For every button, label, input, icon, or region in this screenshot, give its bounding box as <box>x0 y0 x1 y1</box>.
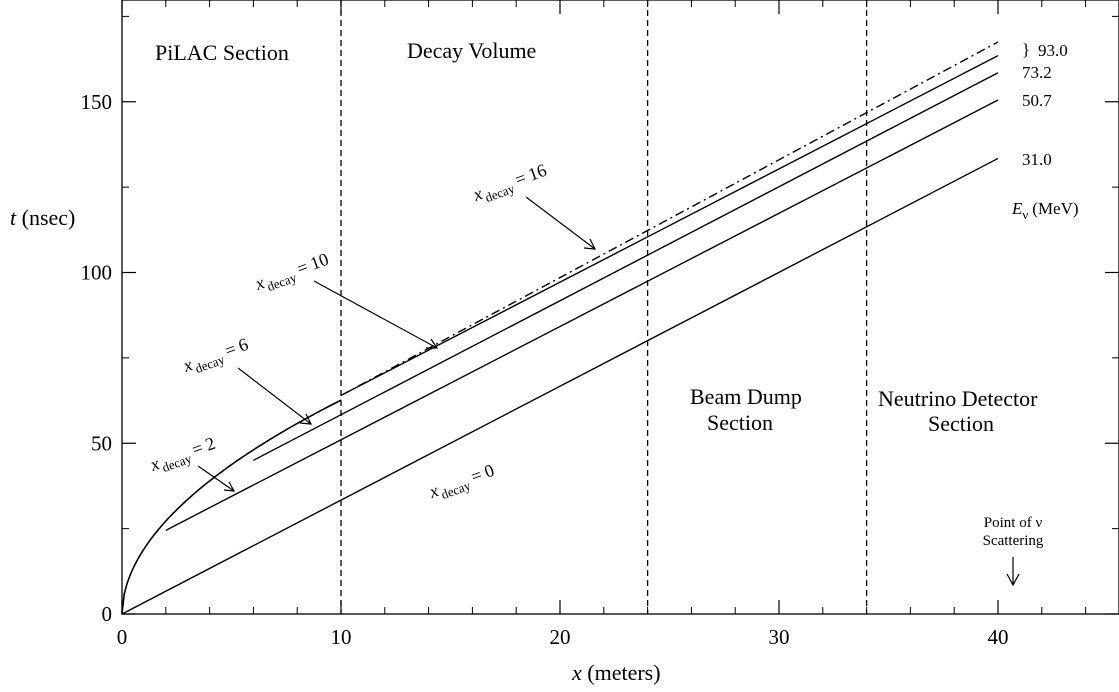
x-tick-label-0: 0 <box>117 625 128 649</box>
trajectory-curves <box>121 41 999 615</box>
x-axis-label: x (meters) <box>571 660 661 685</box>
scatter-arrow-head <box>1006 573 1020 587</box>
svg-text:xdecay=16: xdecay=16 <box>470 160 551 209</box>
pointer-x16-head <box>583 238 597 250</box>
scatter-note-line2: Scattering <box>983 533 1044 549</box>
svg-text:xdecay=10: xdecay=10 <box>252 249 333 298</box>
x-tick-label-40: 40 <box>988 625 1009 649</box>
pointer-x2 <box>197 465 235 492</box>
energy-label-73: 73.2 <box>1022 63 1052 82</box>
y-axis-label: t (nsec) <box>10 205 75 230</box>
curve-label-x0: xdecay=0 <box>426 460 499 506</box>
svg-text:xdecay=2: xdecay=2 <box>147 433 220 479</box>
neutrino-line-xdecay-0 <box>121 157 999 615</box>
neutrino-line-xdecay-6 <box>253 72 999 461</box>
region-label-neutrino-section: Section <box>928 411 994 436</box>
curve-label-x2: xdecay=2 <box>147 433 220 479</box>
energy-brace: } <box>1022 40 1030 59</box>
energy-label-50: 50.7 <box>1022 91 1052 110</box>
pointer-x10-head <box>426 338 439 349</box>
y-tick-label-100: 100 <box>81 261 113 285</box>
plot-frame <box>121 0 1119 615</box>
region-label-decay-volume: Decay Volume <box>407 38 536 63</box>
energy-label-93: 93.0 <box>1038 41 1068 60</box>
neutrino-line-xdecay-10 <box>340 55 999 397</box>
region-label-beam-dump: Beam Dump <box>690 384 802 409</box>
pointer-x10 <box>313 280 438 349</box>
region-label-pilac: PiLAC Section <box>155 40 289 65</box>
y-tick-label-0: 0 <box>102 602 113 626</box>
y-tick-label-150: 150 <box>81 90 113 114</box>
x-tick-label-20: 20 <box>550 625 571 649</box>
curve-label-x16: xdecay=16 <box>470 160 551 209</box>
pointer-x6-head <box>299 413 313 425</box>
axis-ticks <box>121 0 1119 615</box>
region-label-neutrino-detector: Neutrino Detector <box>878 386 1038 411</box>
curve-label-x6: xdecay=6 <box>180 334 253 380</box>
svg-text:xdecay=6: xdecay=6 <box>180 334 253 380</box>
section-boundaries <box>340 0 868 614</box>
neutrino-line-xdecay-16 <box>340 41 999 397</box>
curve-label-x10: xdecay=10 <box>252 249 333 298</box>
y-tick-label-50: 50 <box>91 431 112 455</box>
x-tick-label-10: 10 <box>331 625 352 649</box>
pointer-x2-head <box>223 481 236 492</box>
energy-label-31: 31.0 <box>1022 150 1052 169</box>
axis-tick-labels: 0 10 20 30 40 0 50 100 150 <box>81 90 1009 649</box>
x-tick-label-30: 30 <box>769 625 790 649</box>
neutrino-line-xdecay-2 <box>165 99 999 531</box>
svg-text:xdecay=0: xdecay=0 <box>426 460 499 506</box>
label-pointer-arrows <box>197 196 597 492</box>
scatter-note-line1: Point of ν <box>984 515 1043 531</box>
energy-header: Eν (MeV) <box>1011 199 1079 222</box>
pointer-x16 <box>525 196 596 250</box>
region-label-beam-dump-section: Section <box>707 410 773 435</box>
pointer-x6 <box>237 367 312 425</box>
plot-border <box>121 0 1119 615</box>
